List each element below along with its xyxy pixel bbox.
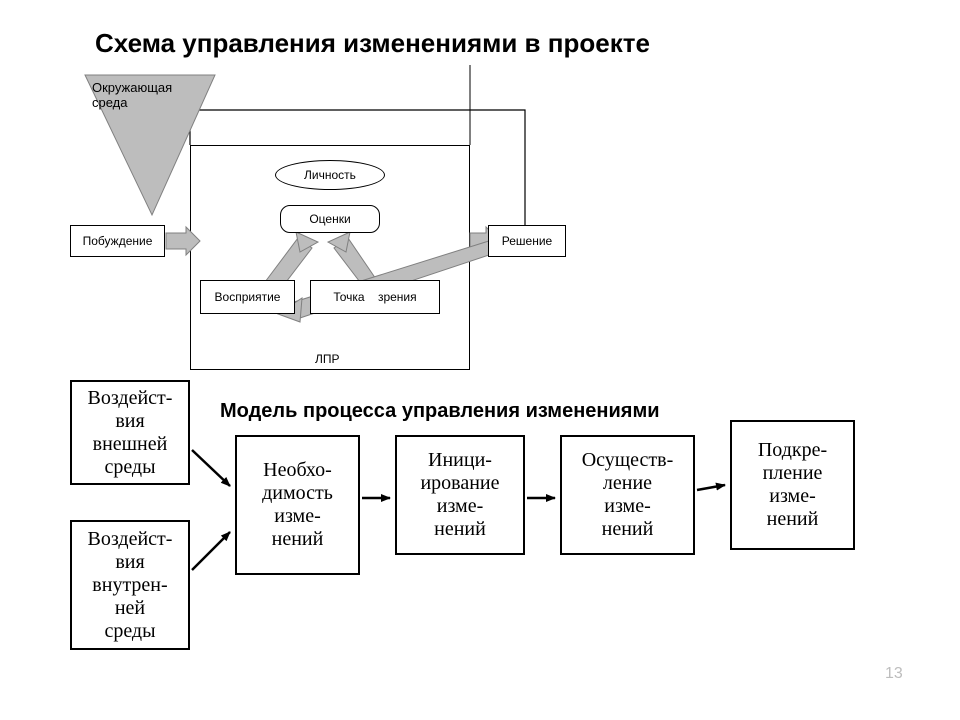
box-reinforce-label: Подкре- пление изме- нений	[758, 439, 827, 531]
node-decision: Решение	[488, 225, 566, 257]
sub-title: Модель процесса управления изменениями	[220, 400, 660, 423]
arrow-int-to-necessity	[192, 532, 230, 570]
env-label: Окружающая среда	[92, 80, 172, 110]
box-int-env: Воздейст- вия внутрен- ней среды	[70, 520, 190, 650]
box-implement: Осуществ- ление изме- нений	[560, 435, 695, 555]
box-reinforce: Подкре- пление изме- нений	[730, 420, 855, 550]
lpr-label: ЛПР	[315, 352, 340, 366]
box-int-env-label: Воздейст- вия внутрен- ней среды	[88, 528, 173, 643]
node-estimates: Оценки	[280, 205, 380, 233]
node-perception-label: Восприятие	[215, 290, 281, 304]
node-viewpoint-label: Точка зрения	[333, 290, 416, 304]
page-number: 13	[885, 665, 903, 683]
node-motivation-label: Побуждение	[83, 234, 153, 248]
box-ext-env-label: Воздейст- вия внешней среды	[88, 387, 173, 479]
node-personality: Личность	[275, 160, 385, 190]
node-personality-label: Личность	[304, 168, 356, 182]
box-implement-label: Осуществ- ление изме- нений	[582, 449, 674, 541]
arrow-ext-to-necessity	[192, 450, 230, 486]
box-initiate: Иници- ирование изме- нений	[395, 435, 525, 555]
box-necessity: Необхо- димость изме- нений	[235, 435, 360, 575]
node-estimates-label: Оценки	[309, 212, 350, 226]
box-ext-env: Воздейст- вия внешней среды	[70, 380, 190, 485]
node-motivation: Побуждение	[70, 225, 165, 257]
arrow-implement-to-reinforce	[697, 485, 725, 490]
node-viewpoint: Точка зрения	[310, 280, 440, 314]
box-initiate-label: Иници- ирование изме- нений	[420, 449, 499, 541]
diagram-canvas: Схема управления изменениями в проекте М…	[0, 0, 960, 720]
box-necessity-label: Необхо- димость изме- нений	[262, 459, 333, 551]
node-perception: Восприятие	[200, 280, 295, 314]
node-decision-label: Решение	[502, 234, 552, 248]
main-title: Схема управления изменениями в проекте	[95, 28, 650, 59]
